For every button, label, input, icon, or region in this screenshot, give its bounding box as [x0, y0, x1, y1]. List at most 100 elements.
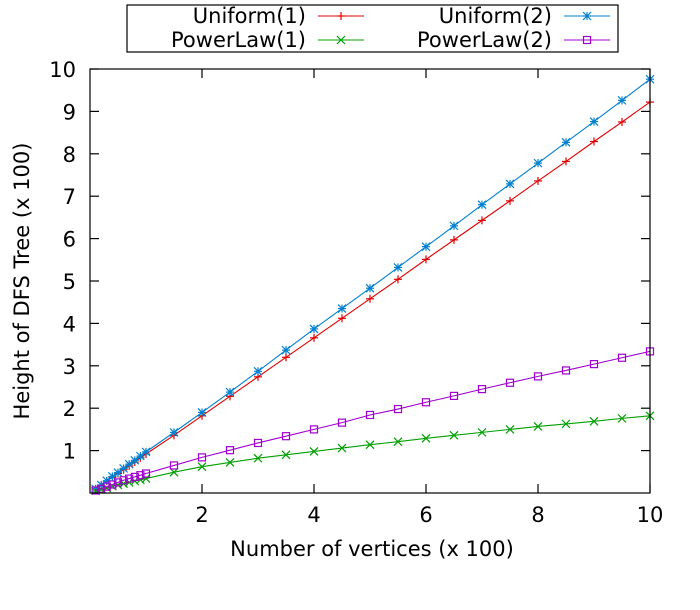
- data-point: [225, 446, 235, 455]
- data-point: [338, 314, 346, 323]
- data-point: [505, 179, 515, 189]
- y-tick-label: 10: [49, 58, 76, 82]
- legend-label: Uniform(1): [193, 4, 306, 28]
- data-point: [533, 158, 543, 168]
- data-point: [197, 462, 207, 472]
- data-point: [617, 353, 627, 362]
- data-point: [394, 275, 402, 284]
- data-point: [253, 366, 263, 376]
- data-point: [282, 353, 290, 362]
- data-point: [589, 416, 599, 426]
- data-point: [119, 463, 129, 473]
- data-point: [393, 437, 403, 447]
- legend-marker: [582, 35, 592, 45]
- y-tick-label: 9: [63, 100, 76, 124]
- data-point: [337, 443, 347, 453]
- data-point: [589, 117, 599, 127]
- legend-label: PowerLaw(1): [171, 28, 306, 52]
- x-tick-label: 6: [419, 503, 432, 527]
- data-point: [136, 471, 145, 480]
- data-point: [450, 235, 458, 244]
- data-point: [421, 398, 431, 407]
- data-point: [169, 427, 179, 437]
- series-powerlaw-1: [91, 411, 655, 496]
- legend-marker: [582, 11, 592, 21]
- data-point: [393, 404, 403, 414]
- data-point: [505, 378, 515, 387]
- data-point: [505, 424, 515, 434]
- data-point: [561, 137, 571, 147]
- legend-label: Uniform(2): [439, 4, 552, 28]
- series-line: [95, 415, 651, 492]
- y-axis-label: Height of DFS Tree (x 100): [10, 143, 34, 420]
- data-point: [562, 157, 570, 166]
- data-point: [533, 372, 543, 381]
- data-point: [97, 484, 106, 493]
- data-point: [449, 391, 459, 401]
- data-point: [366, 294, 374, 303]
- x-tick-label: 10: [637, 503, 664, 527]
- data-point: [365, 440, 375, 450]
- series-uniform-2: [91, 74, 655, 494]
- data-point: [281, 450, 291, 460]
- data-point: [477, 385, 487, 394]
- x-tick-label: 2: [195, 503, 208, 527]
- legend-item: PowerLaw(2): [417, 28, 610, 52]
- data-point: [310, 333, 318, 342]
- data-point: [124, 459, 134, 469]
- data-point: [169, 461, 179, 470]
- data-point: [119, 476, 128, 485]
- y-tick-label: 6: [63, 228, 76, 252]
- data-point: [561, 366, 571, 375]
- data-point: [421, 242, 431, 252]
- legend: Uniform(1)PowerLaw(1) Uniform(2)PowerLaw(…: [126, 4, 619, 53]
- data-point: [108, 480, 117, 489]
- y-tick-label: 4: [63, 312, 76, 336]
- data-point: [225, 387, 235, 397]
- data-point: [365, 410, 375, 420]
- data-point: [102, 482, 111, 491]
- series-line: [95, 78, 651, 490]
- data-point: [113, 478, 123, 487]
- legend-item: Uniform(2): [439, 4, 610, 28]
- data-point: [281, 345, 291, 355]
- legend-marker: [336, 35, 346, 45]
- x-tick-label: 4: [307, 503, 320, 527]
- data-point: [477, 200, 487, 210]
- data-point: [618, 118, 626, 126]
- legend-label: PowerLaw(2): [417, 28, 552, 52]
- data-point: [337, 304, 347, 313]
- data-point: [91, 486, 100, 495]
- legend-item: Uniform(1): [193, 4, 364, 28]
- data-point: [561, 419, 571, 429]
- data-point: [135, 451, 145, 461]
- data-point: [337, 418, 347, 427]
- data-point: [197, 453, 207, 462]
- data-point: [130, 455, 140, 465]
- data-point: [477, 427, 487, 437]
- data-point: [617, 413, 627, 423]
- y-tick-label: 8: [63, 143, 76, 167]
- data-point: [393, 263, 403, 272]
- series-line: [95, 101, 651, 490]
- data-point: [533, 422, 543, 431]
- data-point: [534, 176, 542, 185]
- y-tick-label: 3: [63, 355, 76, 379]
- y-tick-label: 7: [63, 185, 76, 209]
- data-point: [125, 474, 134, 483]
- data-point: [589, 360, 599, 369]
- y-tick-label: 2: [63, 397, 76, 421]
- data-point: [421, 433, 431, 443]
- data-point: [130, 472, 139, 481]
- data-point: [197, 408, 207, 417]
- data-point: [365, 283, 375, 293]
- data-point: [253, 438, 263, 448]
- data-point: [253, 453, 263, 463]
- x-axis-label: Number of vertices (x 100): [230, 537, 514, 561]
- data-point: [141, 469, 151, 478]
- series-powerlaw-2: [91, 347, 655, 495]
- data-point: [225, 458, 235, 467]
- data-point: [113, 468, 123, 478]
- series-line: [95, 350, 651, 491]
- data-point: [449, 430, 459, 440]
